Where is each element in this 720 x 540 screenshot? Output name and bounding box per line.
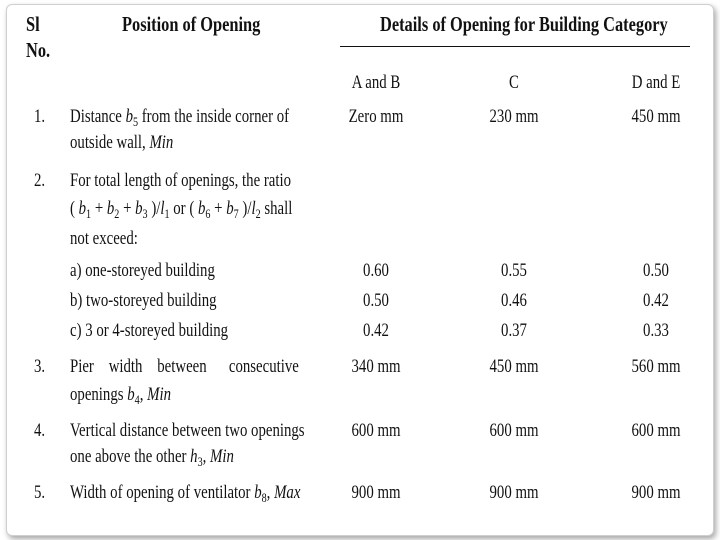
row-1-value-a-b: Zero mm	[348, 106, 404, 127]
row-1-desc-line1: Distance b5 from the inside corner of	[70, 106, 290, 129]
row-3-desc-line2: openings b4, Min	[70, 384, 171, 407]
row-5-number: 5.	[34, 482, 46, 503]
row-1-desc-line2: outside wall, Min	[70, 132, 174, 153]
row-4-desc-line2: one above the other h3, Min	[70, 446, 234, 469]
row-2a-label: a) one-storeyed building	[70, 260, 215, 281]
row-4-value-a-b: 600 mm	[351, 420, 401, 441]
category-a-b: A and B	[351, 72, 401, 93]
category-d-e: D and E	[631, 72, 681, 93]
row-3-value-c: 450 mm	[489, 356, 539, 377]
row-2-desc-line2: ( b1 + b2 + b3 )/l1 or ( b6 + b7 )/l2 sh…	[70, 198, 293, 221]
row-2a-value-c: 0.55	[501, 260, 527, 281]
row-4-number: 4.	[34, 420, 46, 441]
row-2a-value-a-b: 0.60	[363, 260, 389, 281]
row-2c-value-a-b: 0.42	[363, 320, 389, 341]
row-2b-label: b) two-storeyed building	[70, 290, 217, 311]
header-rule	[340, 46, 690, 47]
row-2-desc-line1: For total length of openings, the ratio	[70, 170, 292, 191]
row-1-number: 1.	[34, 106, 46, 127]
row-3-value-a-b: 340 mm	[351, 356, 401, 377]
row-4-value-c: 600 mm	[489, 420, 539, 441]
header-no: No.	[26, 38, 51, 62]
row-5-value-a-b: 900 mm	[351, 482, 401, 503]
row-2b-value-a-b: 0.50	[363, 290, 389, 311]
row-3-value-d-e: 560 mm	[631, 356, 681, 377]
row-3-desc-line1: Pier width between consecutive	[70, 356, 299, 377]
row-2-number: 2.	[34, 170, 46, 191]
category-c: C	[509, 72, 519, 93]
row-2b-value-c: 0.46	[501, 290, 527, 311]
row-4-desc-line1: Vertical distance between two openings	[70, 420, 305, 441]
slide-frame	[6, 4, 714, 536]
row-2c-value-c: 0.37	[501, 320, 527, 341]
row-5-desc-line1: Width of opening of ventilator b8, Max	[70, 482, 301, 505]
row-1-value-d-e: 450 mm	[631, 106, 681, 127]
row-1-value-c: 230 mm	[489, 106, 539, 127]
row-5-value-c: 900 mm	[489, 482, 539, 503]
header-sl: Sl	[26, 12, 40, 36]
row-2c-label: c) 3 or 4-storeyed building	[70, 320, 229, 341]
header-position: Position of Opening	[122, 12, 261, 36]
row-3-number: 3.	[34, 356, 46, 377]
row-2c-value-d-e: 0.33	[643, 320, 669, 341]
row-5-value-d-e: 900 mm	[631, 482, 681, 503]
row-4-value-d-e: 600 mm	[631, 420, 681, 441]
row-2a-value-d-e: 0.50	[643, 260, 669, 281]
header-details: Details of Opening for Building Category	[380, 12, 668, 36]
row-2-desc-line3: not exceed:	[70, 228, 138, 249]
row-2b-value-d-e: 0.42	[643, 290, 669, 311]
